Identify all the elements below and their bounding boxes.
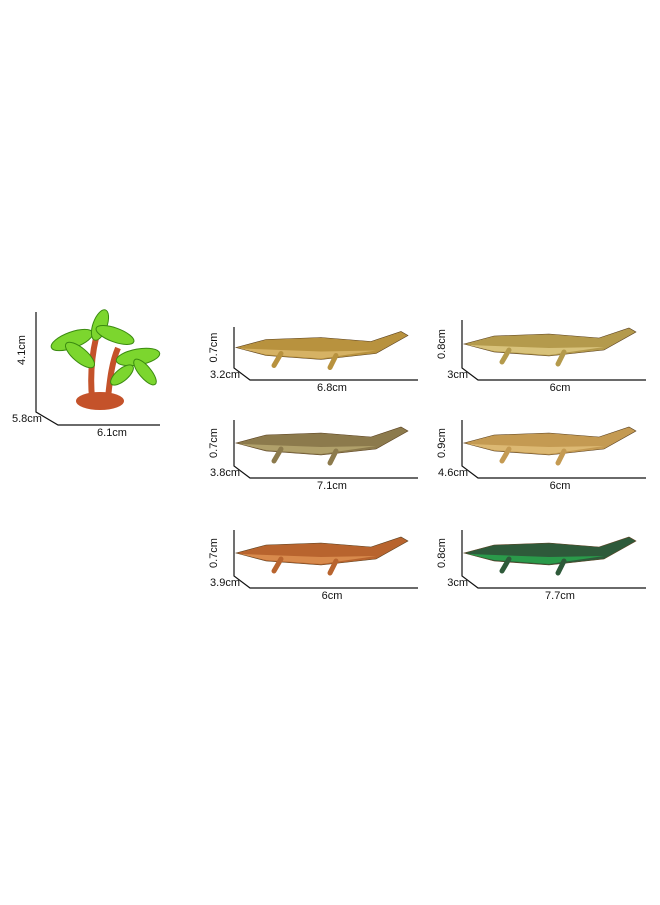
height-label: 0.7cm bbox=[208, 538, 220, 568]
crocodile-belly bbox=[240, 348, 376, 359]
length-label: 7.7cm bbox=[545, 590, 575, 602]
depth-label: 3.9cm bbox=[210, 577, 240, 589]
depth-label: 4.6cm bbox=[438, 467, 468, 479]
dimension-lines bbox=[461, 420, 646, 479]
depth-label: 3.8cm bbox=[210, 467, 240, 479]
crocodile-belly bbox=[468, 554, 604, 564]
crocodile-legs bbox=[271, 556, 339, 576]
height-label: 0.8cm bbox=[436, 538, 448, 568]
crocodile-legs bbox=[499, 446, 567, 466]
dimension-lines bbox=[461, 320, 646, 381]
crocodile-list: 0.7cm 3.2cm 6.8cm 0.8cm 3cm 6cm 0.7cm 3.8cm 7.1c… bbox=[208, 320, 646, 602]
crocodile-legs bbox=[271, 446, 339, 466]
height-label: 0.7cm bbox=[208, 333, 220, 363]
height-label: 0.9cm bbox=[436, 428, 448, 458]
crocodile-belly bbox=[240, 444, 376, 454]
depth-label: 3cm bbox=[447, 369, 468, 381]
dimension-lines bbox=[233, 530, 418, 589]
palm-tree bbox=[50, 309, 161, 410]
height-label: 0.8cm bbox=[436, 329, 448, 359]
tree-dimension-lines bbox=[35, 312, 160, 426]
dimension-lines bbox=[233, 420, 418, 479]
tree-height: 4.1cm bbox=[16, 335, 28, 365]
dimension-lines bbox=[461, 530, 646, 589]
crocodile-belly bbox=[468, 444, 604, 454]
crocodile-legs bbox=[271, 351, 339, 370]
length-label: 6cm bbox=[550, 382, 571, 394]
length-label: 6.8cm bbox=[317, 382, 347, 394]
crocodile-legs bbox=[499, 556, 567, 576]
dimension-lines bbox=[233, 327, 418, 381]
crocodile-belly bbox=[240, 554, 376, 564]
length-label: 6cm bbox=[322, 590, 343, 602]
tree-width: 6.1cm bbox=[97, 427, 127, 439]
height-label: 0.7cm bbox=[208, 428, 220, 458]
tree-depth: 5.8cm bbox=[12, 413, 42, 425]
length-label: 6cm bbox=[550, 480, 571, 492]
length-label: 7.1cm bbox=[317, 480, 347, 492]
crocodile-belly bbox=[468, 345, 604, 355]
crocodile-legs bbox=[499, 347, 567, 367]
depth-label: 3.2cm bbox=[210, 369, 240, 381]
depth-label: 3cm bbox=[447, 577, 468, 589]
